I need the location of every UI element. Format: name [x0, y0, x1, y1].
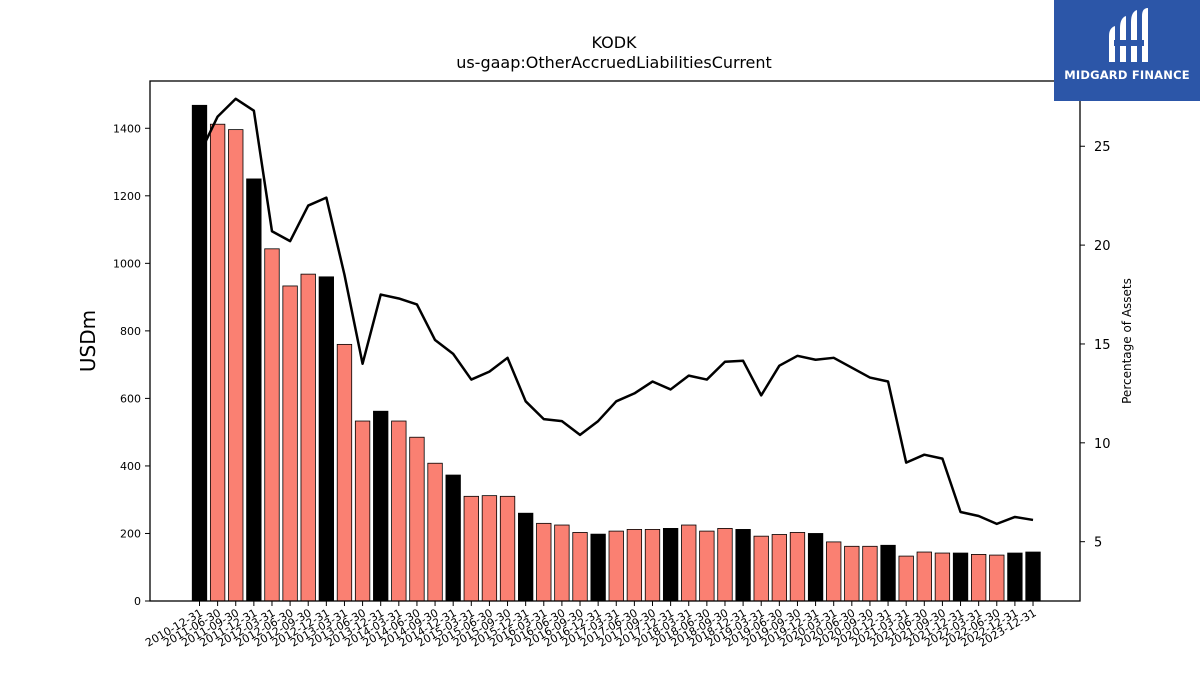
y-tick-label: 0 [134, 595, 141, 608]
y2-tick-label: 25 [1094, 140, 1111, 155]
y-tick-label: 1400 [113, 122, 141, 135]
bar-2019-12-31 [807, 533, 824, 602]
bar-2019-03-31 [753, 535, 769, 602]
y-tick-label: 400 [120, 460, 141, 473]
bar-series [191, 104, 1041, 602]
midgard-finance-logo: MIDGARD FINANCE [1054, 0, 1200, 101]
bar-2012-06-30 [282, 285, 298, 602]
bar-2016-06-30 [554, 524, 570, 602]
y2-tick-label: 15 [1094, 338, 1111, 353]
y-tick-label: 1200 [113, 190, 141, 203]
chart-title: KODK [591, 33, 637, 52]
bar-2012-09-30 [300, 273, 316, 602]
bar-2023-12-31 [1025, 551, 1041, 602]
bar-2018-12-31 [735, 529, 751, 602]
bar-2017-09-30 [644, 529, 661, 602]
y2-tick-label: 20 [1094, 239, 1111, 254]
bar-2013-12-31 [373, 410, 389, 602]
right-axis-ticks: 5 10 15 20 25 [1080, 140, 1111, 551]
bar-2016-12-31 [590, 533, 606, 602]
bar-2015-12-31 [518, 512, 534, 602]
bar-2015-03-31 [463, 495, 479, 602]
left-axis-ticks: 0 200 400 600 800 1000 1200 1400 [113, 122, 150, 608]
bar-2020-09-30 [862, 545, 878, 602]
y2-tick-label: 5 [1094, 536, 1102, 551]
bar-2012-03-31 [264, 248, 280, 602]
bar-2018-03-31 [681, 524, 697, 602]
bar-2017-12-31 [662, 528, 679, 602]
bar-2013-03-31 [336, 343, 353, 602]
bar-2016-03-31 [536, 522, 552, 602]
bar-2018-09-30 [717, 528, 733, 602]
bar-2018-06-30 [699, 530, 715, 602]
chart-subtitle: us-gaap:OtherAccruedLiabilitiesCurrent [456, 53, 772, 72]
y-tick-label: 1000 [113, 257, 141, 270]
bar-2020-03-31 [826, 541, 842, 602]
bar-2014-06-30 [409, 436, 425, 602]
bar-2014-03-31 [391, 420, 407, 602]
x-axis-ticks: 2010-12-312011-06-302011-09-302011-12-31… [143, 601, 1039, 650]
bar-2016-09-30 [572, 532, 588, 602]
bar-2011-12-31 [246, 178, 262, 602]
y-tick-label: 600 [120, 392, 141, 405]
bar-2017-03-31 [608, 530, 624, 602]
bar-2021-06-30 [916, 551, 932, 602]
bar-2014-12-31 [445, 474, 461, 602]
bar-2022-06-30 [989, 554, 1005, 602]
y-tick-label: 200 [120, 527, 141, 540]
midgard-logo-icon [1109, 8, 1148, 62]
y2-axis-label: Percentage of Assets [1120, 278, 1134, 404]
bar-2013-06-30 [354, 420, 371, 602]
y2-tick-label: 10 [1094, 437, 1111, 452]
bar-2019-09-30 [789, 532, 806, 602]
bar-2021-09-30 [934, 552, 951, 602]
bar-2020-12-31 [880, 544, 896, 602]
bar-2021-12-31 [952, 552, 969, 602]
bar-2011-06-30 [209, 123, 226, 602]
bar-2015-06-30 [481, 495, 498, 602]
percentage-of-assets-line [198, 97, 1034, 526]
bar-2010-12-31 [191, 104, 208, 602]
plot-frame [149, 80, 1081, 602]
bar-2022-03-31 [971, 554, 987, 602]
bar-2020-06-30 [844, 545, 860, 602]
logo-brand-text: MIDGARD FINANCE [1064, 68, 1190, 82]
bar-2012-12-31 [318, 276, 334, 602]
bar-2021-03-31 [898, 555, 914, 602]
bar-2014-09-30 [427, 462, 443, 602]
bar-2017-06-30 [626, 529, 643, 602]
bar-2022-12-31 [1007, 552, 1023, 602]
bar-2015-09-30 [499, 495, 516, 602]
y-tick-label: 800 [120, 325, 141, 338]
bar-2011-09-30 [228, 129, 244, 602]
y-axis-label: USDm [76, 310, 100, 372]
bar-2019-06-30 [771, 534, 787, 602]
